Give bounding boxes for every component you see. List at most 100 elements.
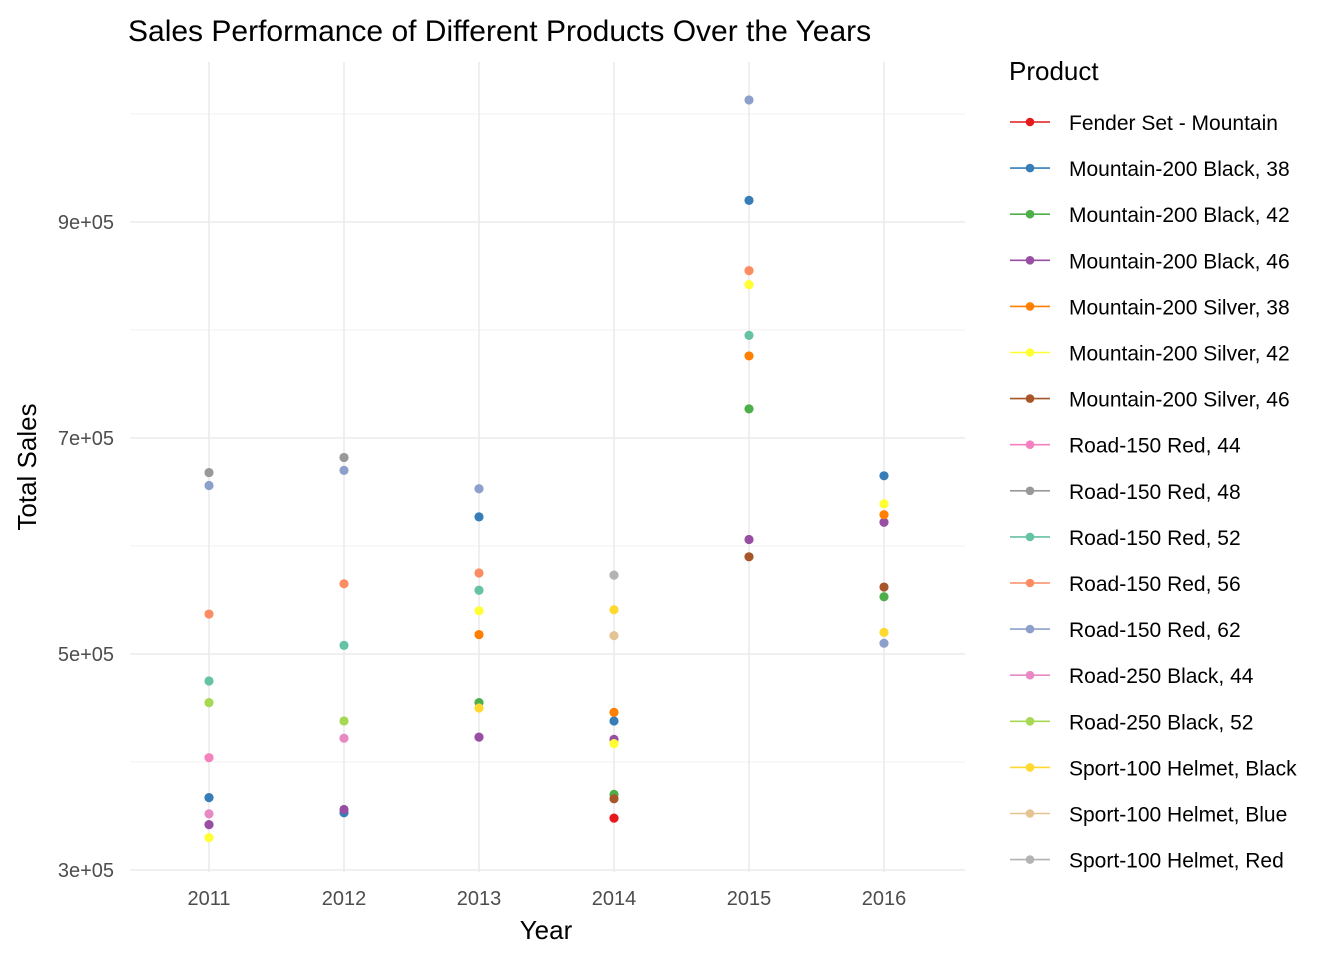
legend-item: Road-250 Black, 44 [1010, 665, 1254, 688]
legend-label: Mountain-200 Silver, 38 [1069, 296, 1290, 319]
legend-item: Sport-100 Helmet, Red [1010, 850, 1284, 873]
legend-item: Mountain-200 Black, 42 [1010, 204, 1290, 227]
y-tick-label: 7e+05 [58, 428, 114, 450]
data-point [744, 552, 754, 562]
legend-label: Road-150 Red, 62 [1069, 619, 1241, 642]
data-point [204, 833, 214, 843]
legend-item: Road-150 Red, 48 [1010, 481, 1241, 504]
x-tick-label: 2013 [457, 888, 502, 910]
y-axis-ticks: 3e+05 5e+05 7e+05 9e+05 [58, 212, 114, 882]
legend: Product Fender Set - Mountain Mountain-20… [1009, 56, 1297, 873]
legend-label: Mountain-200 Black, 38 [1069, 158, 1290, 181]
data-point [474, 484, 484, 494]
data-point [339, 452, 349, 463]
data-point [339, 465, 349, 475]
data-point [609, 813, 619, 823]
legend-label: Sport-100 Helmet, Blue [1069, 804, 1287, 827]
legend-label: Road-250 Black, 44 [1069, 665, 1254, 688]
data-point [609, 716, 619, 726]
data-point [744, 195, 754, 205]
data-point [609, 739, 619, 749]
legend-item: Road-150 Red, 56 [1010, 573, 1241, 596]
y-tick-label: 9e+05 [58, 212, 114, 234]
legend-label: Fender Set - Mountain [1069, 112, 1278, 135]
data-point [744, 280, 754, 290]
y-axis-title: Total Sales [12, 403, 42, 530]
legend-label: Mountain-200 Black, 46 [1069, 250, 1290, 273]
data-point [474, 585, 484, 595]
legend-item: Road-150 Red, 62 [1010, 619, 1241, 642]
legend-item: Sport-100 Helmet, Black [1010, 757, 1297, 780]
legend-key-point [1025, 302, 1035, 311]
y-tick-label: 3e+05 [58, 860, 114, 882]
legend-key-point [1025, 855, 1035, 864]
y-tick-label: 5e+05 [58, 644, 114, 666]
legend-key-point [1025, 809, 1035, 818]
legend-key-point [1025, 670, 1035, 680]
data-point [474, 568, 484, 578]
legend-key-point [1025, 624, 1035, 634]
data-point [744, 266, 754, 276]
data-point [474, 703, 484, 713]
legend-item: Road-250 Black, 52 [1010, 711, 1253, 734]
data-point [744, 330, 754, 340]
data-point [609, 707, 619, 717]
legend-title: Product [1009, 56, 1099, 86]
legend-key-point [1025, 348, 1035, 357]
legend-item: Mountain-200 Black, 38 [1010, 158, 1290, 181]
data-point [609, 631, 619, 641]
data-point [879, 582, 889, 592]
data-point [339, 579, 349, 589]
legend-label: Mountain-200 Silver, 42 [1069, 343, 1290, 366]
x-tick-label: 2016 [862, 888, 907, 910]
legend-key-point [1025, 717, 1035, 726]
legend-label: Road-150 Red, 56 [1069, 573, 1241, 596]
x-tick-label: 2011 [187, 888, 230, 910]
legend-label: Mountain-200 Silver, 46 [1069, 389, 1290, 412]
legend-item: Mountain-200 Silver, 38 [1010, 296, 1290, 319]
x-tick-label: 2012 [322, 888, 367, 910]
legend-label: Road-150 Red, 52 [1069, 527, 1241, 550]
x-tick-label: 2014 [592, 888, 637, 910]
data-point [744, 534, 754, 545]
legend-key-point [1025, 163, 1035, 173]
data-point [339, 640, 349, 650]
data-point [879, 499, 889, 509]
data-point [609, 794, 619, 804]
x-axis-ticks: 2011 2012 2013 2014 2015 2016 [187, 888, 906, 910]
legend-item: Road-150 Red, 44 [1010, 435, 1241, 458]
data-point [339, 733, 349, 743]
legend-key-point [1025, 578, 1035, 588]
data-point [204, 467, 214, 478]
data-point [879, 510, 889, 520]
data-point [474, 629, 484, 640]
data-point [204, 793, 214, 803]
data-points [204, 95, 889, 843]
data-point [879, 471, 889, 481]
legend-key-point [1025, 394, 1035, 403]
data-point [744, 95, 754, 105]
legend-item: Road-150 Red, 52 [1010, 527, 1241, 550]
data-point [744, 351, 754, 361]
legend-item: Mountain-200 Silver, 42 [1010, 343, 1290, 366]
x-tick-label: 2015 [727, 888, 772, 910]
data-point [879, 517, 889, 527]
legend-key-point [1025, 255, 1035, 265]
data-point [879, 627, 889, 638]
data-point [204, 809, 214, 819]
legend-key-point [1025, 763, 1035, 772]
data-point [474, 606, 484, 616]
legend-item: Mountain-200 Silver, 46 [1010, 389, 1290, 412]
chart-title: Sales Performance of Different Products … [128, 15, 871, 48]
legend-label: Sport-100 Helmet, Red [1069, 850, 1284, 873]
legend-label: Road-250 Black, 52 [1069, 711, 1253, 734]
data-point [204, 753, 214, 763]
legend-label: Mountain-200 Black, 42 [1069, 204, 1290, 227]
data-point [474, 512, 484, 522]
legend-key-point [1025, 486, 1035, 496]
data-point [474, 732, 484, 742]
legend-item: Mountain-200 Black, 46 [1010, 250, 1290, 273]
data-point [744, 404, 754, 414]
data-point [204, 820, 214, 830]
